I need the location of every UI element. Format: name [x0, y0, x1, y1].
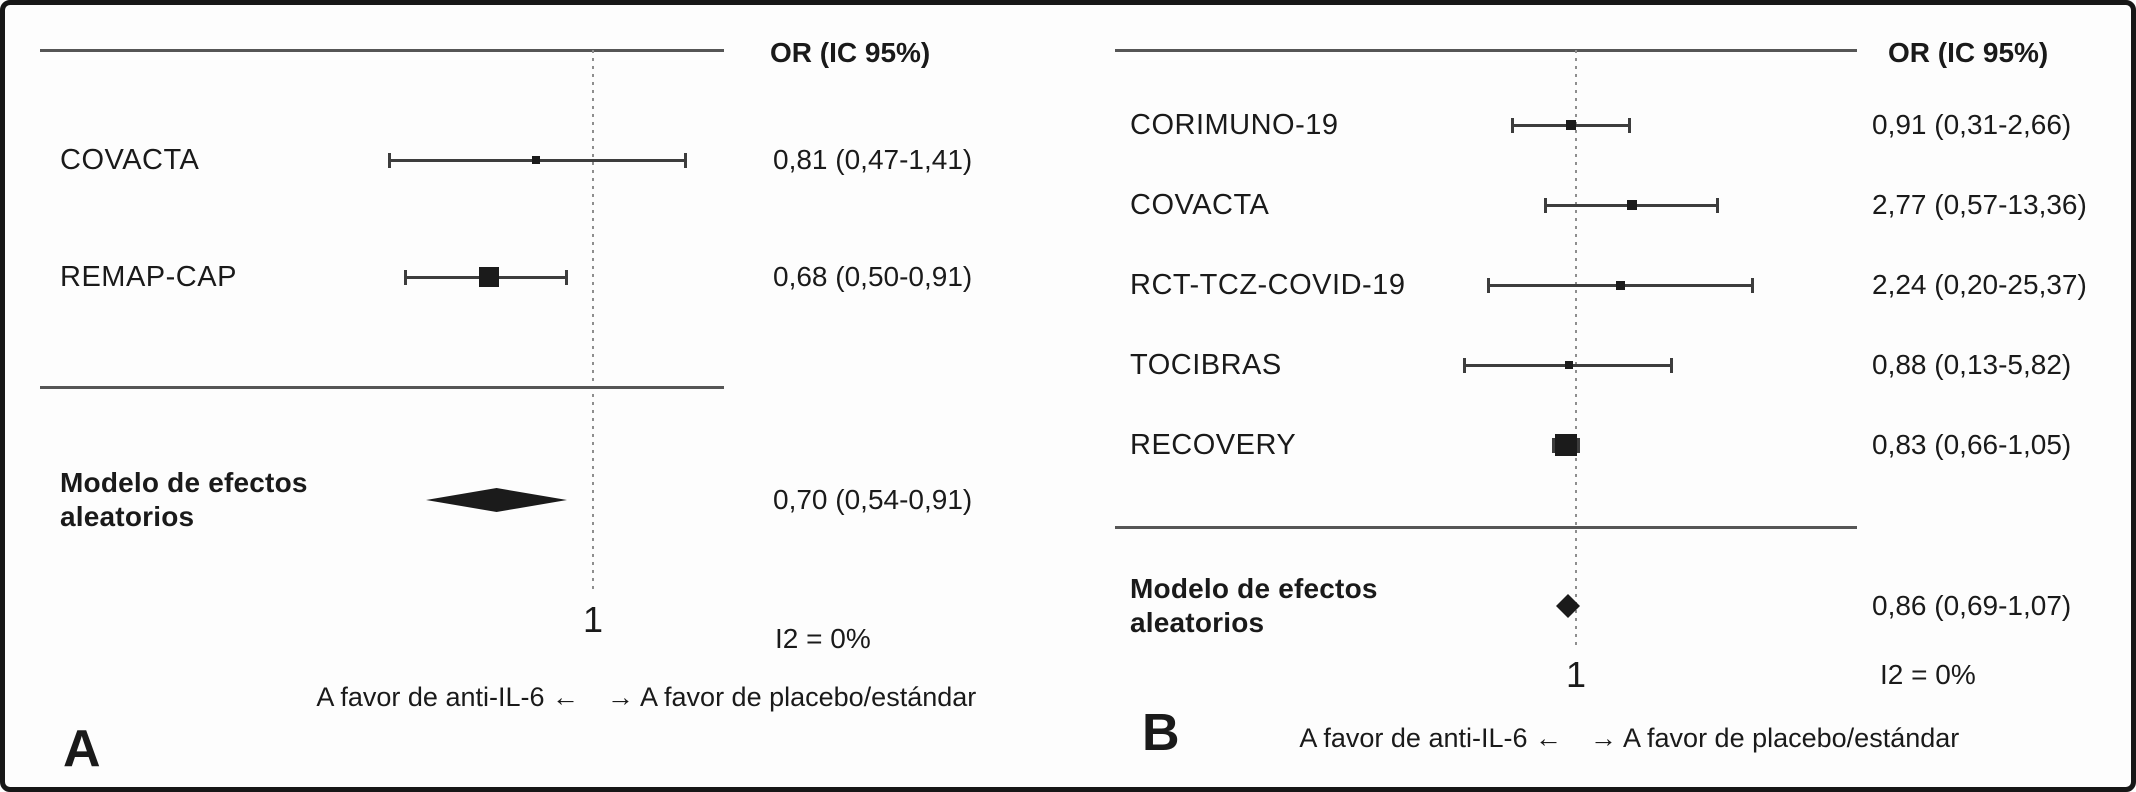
- separator-rule: [40, 386, 724, 389]
- ci-cap-right: [1627, 118, 1631, 133]
- or-value: 0,91 (0,31-2,66): [1872, 109, 2072, 140]
- study-label: COVACTA: [60, 144, 200, 176]
- summary-diamond: [426, 488, 568, 512]
- summary-or-value: 0,86 (0,69-1,07): [1872, 590, 2072, 621]
- panel-letter: B: [1142, 704, 1180, 762]
- favors-left-label: A favor de anti-IL-6 ←: [1299, 723, 1562, 753]
- point-estimate-marker: [1565, 361, 1573, 369]
- point-estimate-marker: [531, 156, 540, 164]
- or-value: 2,24 (0,20-25,37): [1872, 269, 2087, 300]
- ci-cap-left: [404, 270, 408, 285]
- ci-cap-left: [1463, 358, 1467, 373]
- point-estimate-marker: [1554, 434, 1577, 456]
- summary-diamond: [1555, 594, 1580, 618]
- or-value: 0,68 (0,50-0,91): [773, 261, 973, 292]
- point-estimate-marker: [1615, 280, 1625, 290]
- or-value: 0,83 (0,66-1,05): [1872, 429, 2072, 460]
- reference-line: [592, 50, 594, 590]
- summary-or-value: 0,70 (0,54-0,91): [773, 484, 973, 515]
- study-label: COVACTA: [1130, 189, 1270, 221]
- study-label: REMAP-CAP: [60, 261, 237, 293]
- top-rule: [40, 49, 724, 52]
- or-column-header: OR (IC 95%): [1888, 37, 2049, 68]
- ci-cap-left: [1486, 278, 1490, 293]
- top-rule: [1115, 49, 1857, 52]
- ci-cap-left: [1510, 118, 1514, 133]
- favors-right-label: → A favor de placebo/estándar: [607, 682, 977, 712]
- study-label: TOCIBRAS: [1130, 349, 1282, 381]
- ci-cap-right: [565, 270, 569, 285]
- ci-cap-right: [1750, 278, 1754, 293]
- heterogeneity-label: I2 = 0%: [1880, 659, 1976, 690]
- or-column-header: OR (IC 95%): [770, 37, 931, 68]
- forest-panel-a: OR (IC 95%) COVACTA 0,81 (0,47-1,41) REMAP…: [5, 5, 1070, 787]
- point-estimate-marker: [1626, 200, 1637, 210]
- ci-cap-right: [683, 153, 687, 168]
- ci-cap-right: [1670, 358, 1674, 373]
- ci-cap-right: [1715, 198, 1719, 213]
- study-label: RECOVERY: [1130, 429, 1297, 461]
- or-value: 2,77 (0,57-13,36): [1872, 189, 2087, 220]
- separator-rule: [1115, 526, 1857, 529]
- axis-tick-1: 1: [1565, 654, 1587, 695]
- or-value: 0,88 (0,13-5,82): [1872, 349, 2072, 380]
- summary-label: Modelo de efectos aleatorios: [60, 467, 308, 532]
- forest-panel-b: OR (IC 95%) CORIMUNO-19 0,91 (0,31-2,66) C…: [1070, 5, 2131, 787]
- panel-letter: A: [63, 720, 101, 778]
- heterogeneity-label: I2 = 0%: [775, 623, 871, 654]
- ci-cap-left: [1544, 198, 1548, 213]
- or-value: 0,81 (0,47-1,41): [773, 144, 973, 175]
- ci-cap-left: [387, 153, 391, 168]
- point-estimate-marker: [1565, 120, 1576, 130]
- point-estimate-marker: [478, 267, 499, 287]
- study-label: CORIMUNO-19: [1130, 109, 1339, 141]
- axis-tick-1: 1: [582, 599, 604, 640]
- ci-cap-left: [1552, 438, 1556, 453]
- favors-left-label: A favor de anti-IL-6 ←: [316, 682, 579, 712]
- reference-line: [1575, 50, 1577, 645]
- ci-cap-right: [1576, 438, 1580, 453]
- summary-label: Modelo de efectos aleatorios: [1130, 573, 1378, 638]
- favors-right-label: → A favor de placebo/estándar: [1590, 723, 1960, 753]
- study-label: RCT-TCZ-COVID-19: [1130, 269, 1406, 301]
